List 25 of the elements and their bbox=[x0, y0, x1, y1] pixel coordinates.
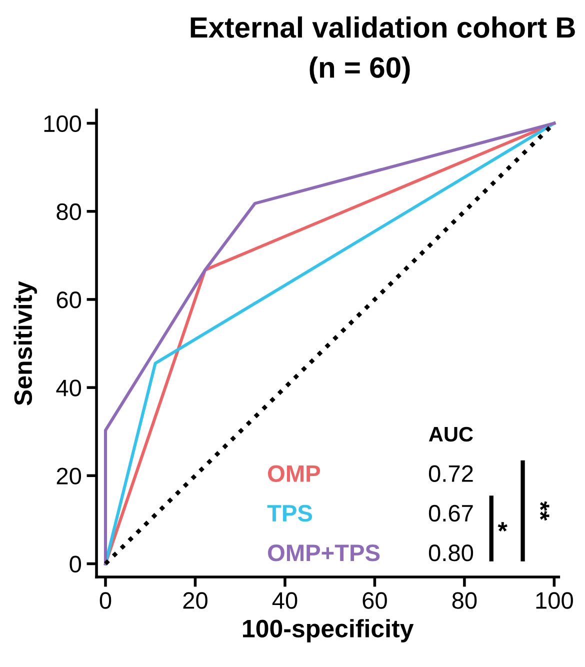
annotation: ** bbox=[540, 501, 550, 521]
annotation: 0.80 bbox=[428, 544, 474, 562]
x-axis-title: 100-specificity bbox=[243, 619, 414, 642]
y-tick-label: 20 bbox=[56, 468, 82, 484]
y-axis-title: Sensitivity bbox=[14, 281, 37, 406]
chart-subtitle: (n = 60) bbox=[310, 56, 410, 84]
text: OMP bbox=[268, 465, 320, 482]
y-tick-label: 80 bbox=[56, 203, 82, 220]
annotation: 0.72 bbox=[428, 465, 473, 482]
x-tick-label: 80 bbox=[452, 592, 477, 609]
x-tick-label: 60 bbox=[362, 592, 387, 609]
y-tick-label: 100 bbox=[44, 115, 82, 132]
annotation: AUC bbox=[428, 426, 473, 442]
y-tick-label: 40 bbox=[56, 380, 82, 396]
text: TPS bbox=[267, 504, 312, 522]
text: OMP+TPS bbox=[268, 544, 380, 562]
x-tick-label: 0 bbox=[100, 592, 112, 609]
x-tick-label: 40 bbox=[272, 592, 298, 609]
annotation: 0.67 bbox=[428, 504, 473, 522]
chart-title: External validation cohort B bbox=[190, 16, 575, 38]
x-tick-label: 20 bbox=[183, 592, 208, 609]
y-tick-label: 60 bbox=[56, 292, 82, 308]
x-tick-label: 100 bbox=[536, 592, 573, 609]
annotation: * bbox=[498, 522, 508, 532]
y-tick-label: 0 bbox=[70, 556, 82, 573]
